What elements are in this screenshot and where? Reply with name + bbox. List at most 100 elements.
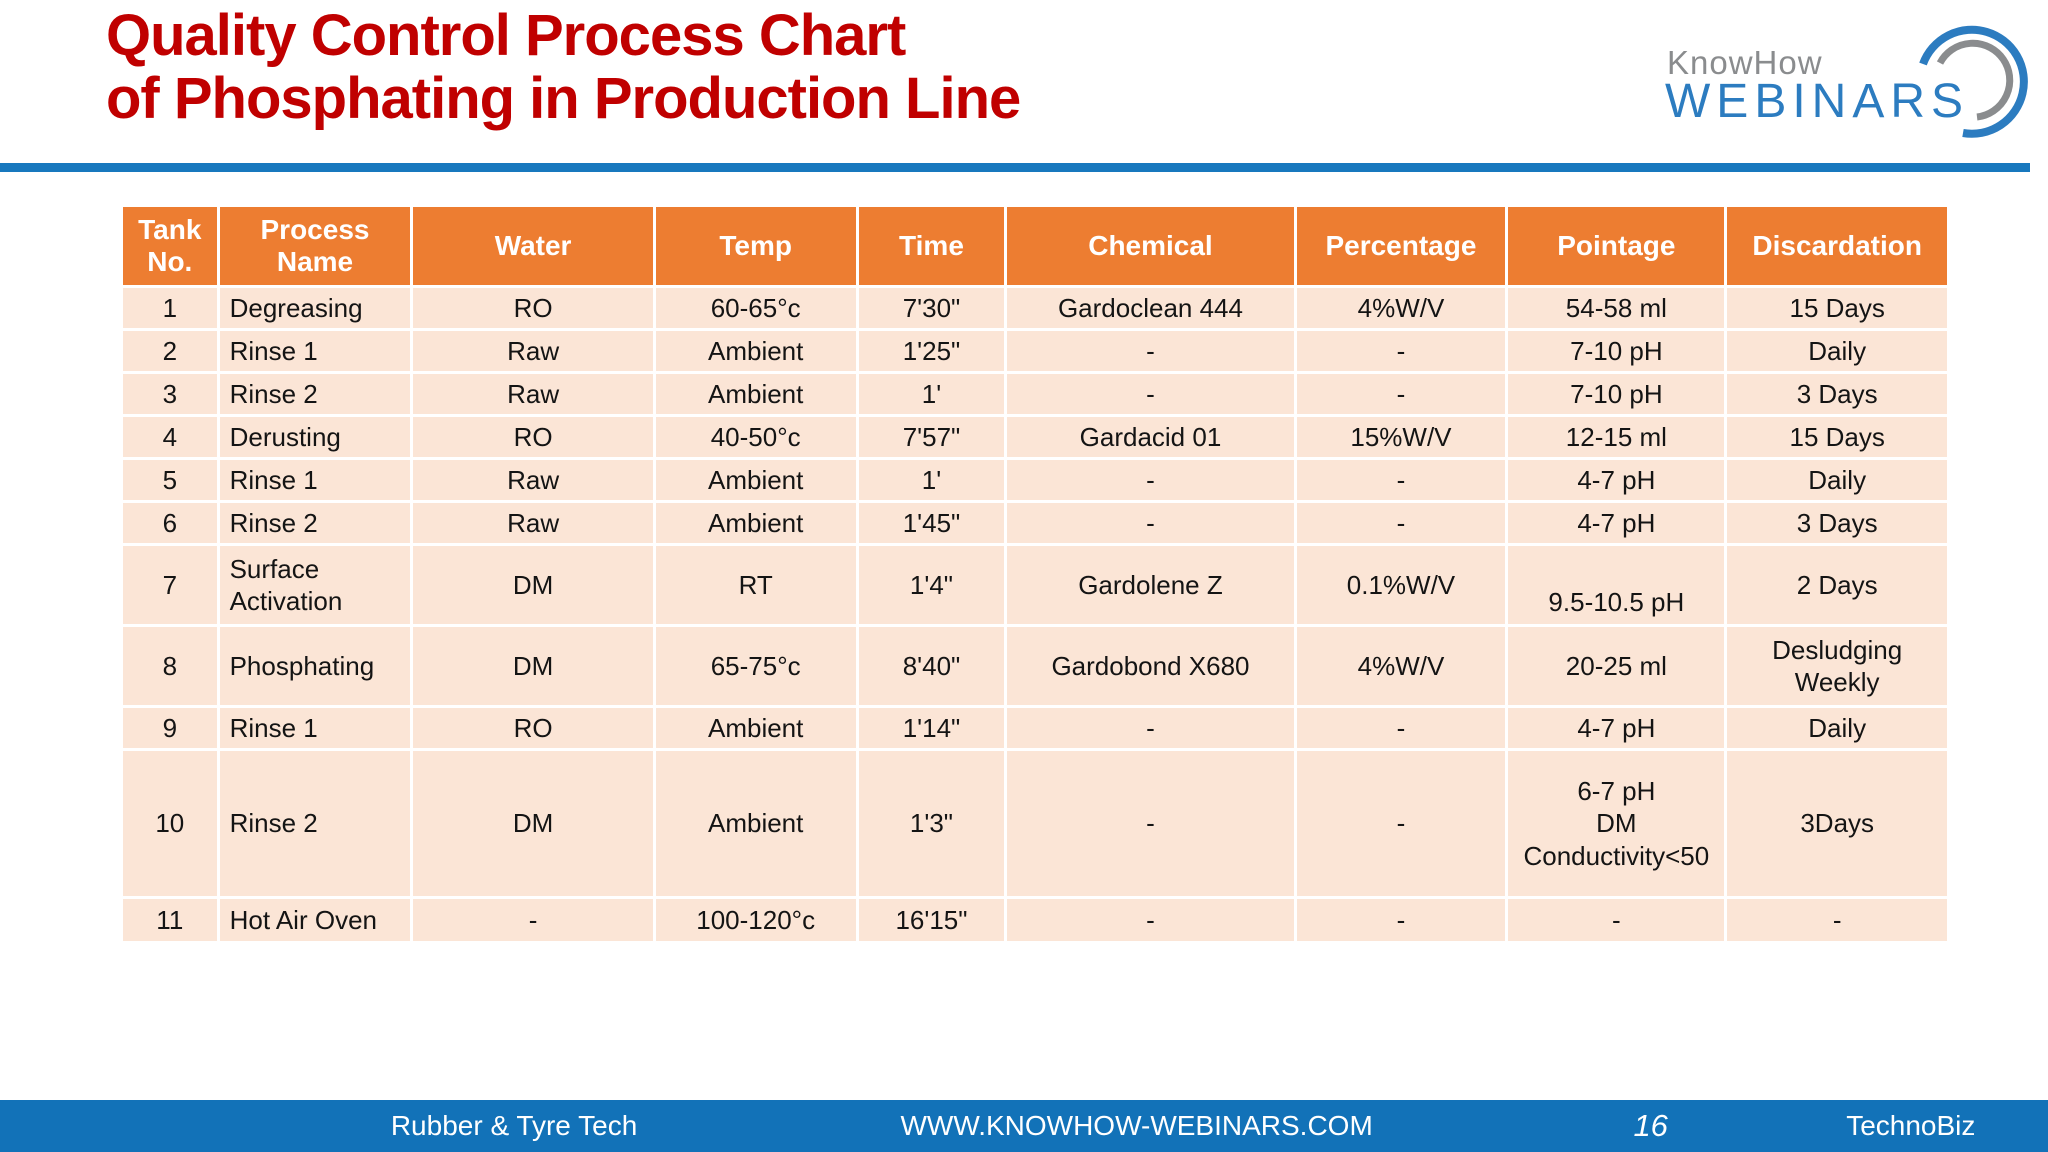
table-cell: -	[1296, 708, 1506, 748]
table-cell: -	[1007, 374, 1294, 414]
table-cell: 1'45"	[858, 503, 1005, 543]
table-cell: Raw	[413, 503, 653, 543]
table-cell: Desludging Weekly	[1727, 627, 1947, 705]
table-cell: 2 Days	[1727, 546, 1947, 624]
table-cell: 2	[123, 331, 217, 371]
table-cell: Rinse 2	[219, 751, 411, 896]
table-cell: Ambient	[655, 460, 856, 500]
table-row: 9 Rinse 1 RO Ambient 1'14" - -4-7 pH Daily	[123, 708, 1947, 748]
table-cell: 7'30"	[858, 288, 1005, 328]
table-cell: -	[1727, 899, 1947, 941]
table-cell: 8'40"	[858, 627, 1005, 705]
table-cell: Rinse 1	[219, 331, 411, 371]
table-cell: -	[1296, 331, 1506, 371]
table-row: 8 Phosphating DM 65-75°c 8'40" Gardobond X680…	[123, 627, 1947, 705]
table-row: 2 Rinse 1 Raw Ambient 1'25" - -7-10 pH Daily	[123, 331, 1947, 371]
table-cell: -	[1007, 503, 1294, 543]
title-line-2: of Phosphating in Production Line	[106, 66, 1021, 131]
table-cell: Raw	[413, 374, 653, 414]
column-header: Time	[858, 207, 1005, 285]
table-header-row: Tank No. Process Name Water Temp Time Chemica…	[123, 207, 1947, 285]
table-cell: 54-58 ml	[1508, 288, 1725, 328]
table-cell: 1'4"	[858, 546, 1005, 624]
column-header: Pointage	[1508, 207, 1725, 285]
table-cell: Ambient	[655, 374, 856, 414]
table-cell: 7	[123, 546, 217, 624]
column-header: Water	[413, 207, 653, 285]
table-row: 3 Rinse 2 Raw Ambient 1' - -7-10 pH 3 Days	[123, 374, 1947, 414]
table-cell: -	[1007, 331, 1294, 371]
table-cell: 10	[123, 751, 217, 896]
column-header: Chemical	[1007, 207, 1294, 285]
table-cell: 11	[123, 899, 217, 941]
table-cell: 1'	[858, 374, 1005, 414]
page-number: 16	[1633, 1108, 1668, 1143]
table-cell: -	[1296, 374, 1506, 414]
table-cell: Surface Activation	[219, 546, 411, 624]
table-cell: DM	[413, 627, 653, 705]
column-header: Temp	[655, 207, 856, 285]
table-cell: 7-10 pH	[1508, 374, 1725, 414]
table-cell: 15 Days	[1727, 417, 1947, 457]
table-cell: 60-65°c	[655, 288, 856, 328]
table-cell: 20-25 ml	[1508, 627, 1725, 705]
table-row: 11 Hot Air Oven -100-120°c 16'15" - - - -	[123, 899, 1947, 941]
table-cell: 100-120°c	[655, 899, 856, 941]
table-cell: Derusting	[219, 417, 411, 457]
logo-arcs-icon	[1919, 25, 2028, 138]
table-cell: 4-7 pH	[1508, 503, 1725, 543]
table-cell: 1	[123, 288, 217, 328]
page-title: Quality Control Process Chart of Phospha…	[106, 4, 1021, 131]
process-table: Tank No. Process Name Water Temp Time Chemica…	[120, 204, 1950, 944]
table-cell: Gardobond X680	[1007, 627, 1294, 705]
table-cell: -	[1296, 751, 1506, 896]
table-cell: Ambient	[655, 708, 856, 748]
table-cell: 4-7 pH	[1508, 708, 1725, 748]
table-row: 7 Surface Activation DM RT 1'4" Gardolene Z 0.…	[123, 546, 1947, 624]
table-row: 6 Rinse 2 Raw Ambient 1'45" - -4-7 pH 3 Days	[123, 503, 1947, 543]
table-cell: 65-75°c	[655, 627, 856, 705]
footer-left-text: Rubber & Tyre Tech	[390, 1110, 638, 1141]
table-cell: Ambient	[655, 331, 856, 371]
table-cell: Hot Air Oven	[219, 899, 411, 941]
table-cell: DM	[413, 546, 653, 624]
table-cell: 4%W/V	[1296, 288, 1506, 328]
table-cell: Phosphating	[219, 627, 411, 705]
table-cell: 9	[123, 708, 217, 748]
table-cell: DM	[413, 751, 653, 896]
table-cell: 16'15"	[858, 899, 1005, 941]
table-cell: RT	[655, 546, 856, 624]
table-body: 1 Degreasing RO 60-65°c 7'30" Gardoclean 444 4…	[123, 288, 1947, 941]
footer-bar: Rubber & Tyre Tech WWW.KNOWHOW-WEBINARS.…	[0, 1100, 2048, 1152]
table-cell: 1'3"	[858, 751, 1005, 896]
table-cell: 9.5-10.5 pH	[1508, 546, 1725, 624]
table-cell: Raw	[413, 460, 653, 500]
column-header: Percentage	[1296, 207, 1506, 285]
table-cell: -	[1296, 460, 1506, 500]
table-cell: -	[1007, 899, 1294, 941]
table-cell: Rinse 1	[219, 460, 411, 500]
table-cell: 0.1%W/V	[1296, 546, 1506, 624]
table-cell: Ambient	[655, 503, 856, 543]
table-cell: -	[1508, 899, 1725, 941]
logo-knowhow-text: KnowHow	[1667, 44, 1823, 81]
table-cell: -	[413, 899, 653, 941]
table-cell: Ambient	[655, 751, 856, 896]
table-cell: 1'14"	[858, 708, 1005, 748]
footer-website: WWW.KNOWHOW-WEBINARS.COM	[900, 1110, 1373, 1141]
title-underline-rule	[0, 163, 2030, 172]
table-row: 5 Rinse 1 Raw Ambient 1' - -4-7 pH Daily	[123, 460, 1947, 500]
table-cell: -	[1296, 503, 1506, 543]
table-cell: -	[1007, 708, 1294, 748]
table-cell: 7-10 pH	[1508, 331, 1725, 371]
table-cell: 1'25"	[858, 331, 1005, 371]
knowhow-webinars-logo: KnowHow WEBINARS	[1655, 25, 2045, 150]
table-cell: 3 Days	[1727, 503, 1947, 543]
table-cell: 1'	[858, 460, 1005, 500]
column-header: Process Name	[219, 207, 411, 285]
table-cell: Rinse 2	[219, 374, 411, 414]
table-cell: Daily	[1727, 331, 1947, 371]
column-header: Discardation	[1727, 207, 1947, 285]
table-cell: 6	[123, 503, 217, 543]
